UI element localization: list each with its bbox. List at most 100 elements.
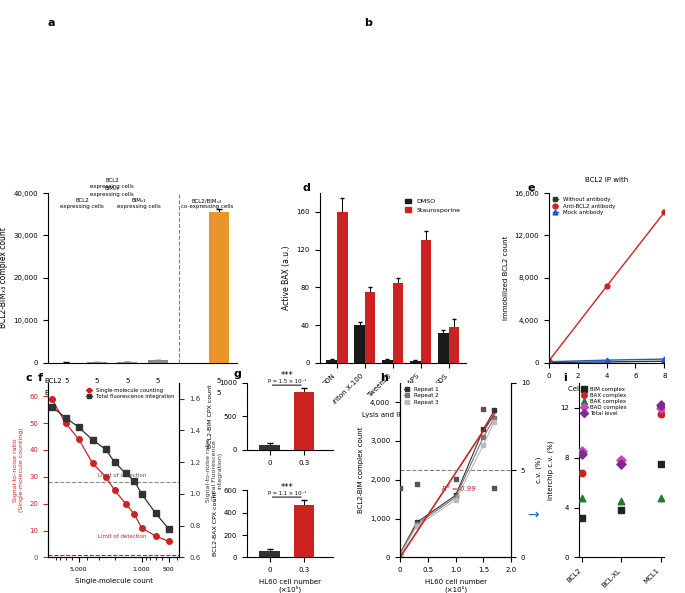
Bar: [410, 361, 421, 363]
Text: Limit of detection: Limit of detection: [98, 473, 147, 478]
Text: BCL2/BIMₓ₃
co-expressing cells: BCL2/BIMₓ₃ co-expressing cells: [181, 198, 233, 209]
BAK complex: [616, 496, 627, 506]
Mock antibody: [660, 356, 669, 363]
Total level: [616, 459, 627, 468]
Bar: [438, 333, 449, 363]
Bar: [294, 505, 314, 557]
Text: 5: 5: [155, 378, 160, 384]
BAX complex: [655, 409, 666, 419]
Anti-BCL2 antibody: [602, 283, 610, 290]
X-axis label: Single-molecule count: Single-molecule count: [75, 578, 153, 584]
Total level: [577, 449, 588, 458]
Text: 5: 5: [216, 390, 221, 396]
Repeat 2: [490, 414, 499, 421]
Text: b: b: [364, 18, 371, 28]
BIM complex: [577, 513, 588, 522]
Text: 5: 5: [95, 378, 99, 384]
BAK complex: [655, 493, 666, 502]
Bar: [117, 362, 137, 363]
Text: 10: 10: [153, 390, 162, 396]
Text: 5: 5: [125, 390, 129, 396]
BAD complex: [655, 403, 666, 413]
Repeat 2: [412, 521, 421, 528]
Y-axis label: Immobilized BCL2 count: Immobilized BCL2 count: [503, 235, 508, 320]
Y-axis label: BCL2-BAX CPX count: BCL2-BAX CPX count: [213, 492, 218, 556]
BAX complex: [577, 468, 588, 477]
Text: Limit of detection: Limit of detection: [98, 534, 147, 539]
Text: ***: ***: [280, 483, 293, 492]
Line: Repeat 2: Repeat 2: [397, 415, 497, 557]
BAD complex: [616, 455, 627, 465]
Text: P = 1.5 × 10⁻⁵: P = 1.5 × 10⁻⁵: [268, 380, 306, 384]
Bar: [294, 391, 314, 450]
Bar: [260, 551, 280, 557]
Mock antibody: [602, 356, 610, 364]
X-axis label: HL60 cell number
(×10⁵): HL60 cell number (×10⁵): [425, 579, 486, 593]
Repeat 3: [479, 441, 488, 448]
Y-axis label: c.v. (%): c.v. (%): [536, 457, 542, 483]
Text: i: i: [563, 373, 566, 383]
Text: R² = 0.99: R² = 0.99: [443, 486, 476, 492]
Y-axis label: Signal-to-noise ratio
(Total Fluorescence
integration): Signal-to-noise ratio (Total Fluorescenc…: [206, 438, 223, 502]
Repeat 1: [479, 426, 488, 433]
Bar: [354, 325, 365, 363]
Text: BCL2: BCL2: [44, 378, 62, 384]
Point: [395, 483, 406, 492]
Text: h: h: [380, 373, 388, 383]
Repeat 2: [479, 433, 488, 441]
Legend: BIM complex, BAX complex, BAK complex, BAD complex, Total level: BIM complex, BAX complex, BAK complex, B…: [582, 385, 627, 417]
Text: P = 1.1 × 10⁻⁵: P = 1.1 × 10⁻⁵: [268, 492, 306, 496]
Text: BIMₓ₃
expressing cells: BIMₓ₃ expressing cells: [90, 186, 134, 197]
Y-axis label: BCL2-BIMₓ₃ complex count: BCL2-BIMₓ₃ complex count: [0, 228, 8, 329]
Repeat 2: [451, 494, 460, 501]
Y-axis label: BCL2-BIM CPX count: BCL2-BIM CPX count: [208, 384, 214, 448]
Line: Anti-BCL2 antibody: Anti-BCL2 antibody: [546, 210, 667, 364]
Bar: [209, 212, 229, 363]
Bar: [382, 360, 393, 363]
Text: BIMₓ₃: BIMₓ₃: [44, 390, 63, 396]
Bar: [326, 360, 337, 363]
Legend: Repeat 1, Repeat 2, Repeat 3: Repeat 1, Repeat 2, Repeat 3: [403, 385, 440, 406]
Bar: [260, 445, 280, 450]
Legend: Without antibody, Anti-BCL2 antibody, Mock antibody: Without antibody, Anti-BCL2 antibody, Mo…: [551, 196, 616, 216]
Text: e: e: [527, 183, 535, 193]
Without antibody: [602, 358, 610, 365]
X-axis label: HL60 cell number
(×10⁵): HL60 cell number (×10⁵): [259, 579, 321, 593]
Text: Cell extract (mg ml⁻¹): Cell extract (mg ml⁻¹): [104, 404, 181, 411]
Anti-BCL2 antibody: [545, 358, 553, 365]
Y-axis label: Active BAX (a.u.): Active BAX (a.u.): [282, 246, 291, 310]
Point: [478, 404, 489, 414]
Bar: [337, 212, 347, 363]
X-axis label: Lysis and IP with :: Lysis and IP with :: [362, 412, 424, 418]
Mock antibody: [545, 358, 553, 365]
Text: BCL2
expressing cells: BCL2 expressing cells: [60, 198, 104, 209]
Y-axis label: Interchip c.v. (%): Interchip c.v. (%): [548, 440, 554, 500]
Bar: [421, 240, 432, 363]
Bar: [148, 361, 168, 363]
Text: ***: ***: [280, 371, 293, 380]
Text: 2.5: 2.5: [91, 390, 102, 396]
Legend: Single-molecule counting, Total fluorescence integration: Single-molecule counting, Total fluoresc…: [84, 385, 177, 401]
Total level: [655, 400, 666, 410]
Point: [450, 474, 461, 483]
Anti-BCL2 antibody: [660, 209, 669, 216]
BAK complex: [577, 493, 588, 502]
BIM complex: [616, 505, 627, 515]
Text: BCL2
expressing cells: BCL2 expressing cells: [90, 178, 134, 189]
Bar: [393, 283, 403, 363]
Line: Repeat 3: Repeat 3: [397, 419, 497, 557]
Repeat 3: [412, 523, 421, 530]
Y-axis label: Signal-to-noise ratio
(Single-molecule counting): Signal-to-noise ratio (Single-molecule c…: [13, 428, 24, 512]
Text: c: c: [25, 373, 32, 383]
BAD complex: [577, 447, 588, 456]
Text: g: g: [234, 369, 242, 379]
Text: 5: 5: [64, 378, 68, 384]
Without antibody: [545, 359, 553, 366]
BAX complex: [616, 455, 627, 465]
Repeat 2: [396, 551, 404, 558]
Bar: [365, 292, 375, 363]
Text: d: d: [302, 183, 310, 193]
Repeat 1: [396, 550, 404, 557]
Repeat 1: [412, 519, 421, 526]
Bar: [449, 327, 459, 363]
